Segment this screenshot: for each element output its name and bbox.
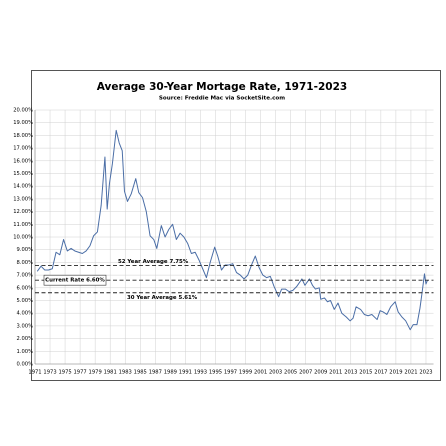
y-tick-label: 0.00%	[17, 362, 34, 368]
x-tick-label: 2005	[284, 370, 297, 376]
x-tick-label: 2001	[254, 370, 267, 376]
chart-title: Average 30-Year Mortage Rate, 1971-2023	[97, 81, 347, 93]
y-tick-label: 16.00%	[13, 158, 33, 164]
x-tick-label: 1971	[28, 370, 41, 376]
y-tick-label: 15.00%	[13, 171, 33, 177]
y-tick-label: 10.00%	[13, 235, 33, 241]
y-tick-label: 13.00%	[13, 196, 33, 202]
x-tick-label: 2013	[344, 370, 357, 376]
x-tick-label: 1991	[179, 370, 192, 376]
reference-label: Current Rate 6.60%	[45, 278, 105, 284]
x-tick-label: 1975	[58, 370, 71, 376]
x-tick-label: 1997	[224, 370, 237, 376]
x-tick-label: 2007	[299, 370, 312, 376]
x-tick-label: 1989	[164, 370, 177, 376]
y-tick-label: 3.00%	[17, 323, 34, 329]
x-tick-label: 1973	[43, 370, 56, 376]
x-tick-label: 1999	[239, 370, 252, 376]
y-tick-label: 8.00%	[17, 260, 34, 266]
x-tick-label: 1985	[134, 370, 147, 376]
y-tick-label: 1.00%	[17, 349, 34, 355]
x-tick-label: 1995	[209, 370, 222, 376]
x-tick-label: 1981	[104, 370, 117, 376]
x-tick-label: 1993	[194, 370, 207, 376]
y-tick-label: 17.00%	[13, 146, 33, 152]
x-tick-label: 1977	[74, 370, 87, 376]
x-tick-label: 1979	[89, 370, 102, 376]
y-tick-label: 2.00%	[17, 336, 34, 342]
y-tick-label: 20.00%	[13, 108, 33, 114]
x-tick-label: 1983	[119, 370, 132, 376]
x-tick-label: 1987	[149, 370, 162, 376]
x-tick-label: 2019	[389, 370, 402, 376]
x-tick-label: 2023	[419, 370, 432, 376]
y-tick-label: 11.00%	[13, 222, 33, 228]
y-tick-label: 5.00%	[17, 298, 34, 304]
frame	[31, 70, 441, 381]
x-tick-label: 2011	[329, 370, 342, 376]
y-tick-label: 18.00%	[13, 133, 33, 139]
reference-label-box	[43, 274, 107, 286]
x-tick-label: 2017	[374, 370, 387, 376]
y-tick-label: 7.00%	[17, 273, 34, 279]
x-tick-label: 2021	[404, 370, 417, 376]
reference-label: 52 Year Average 7.75%	[118, 259, 189, 265]
y-tick-label: 6.00%	[17, 285, 34, 291]
rate-line	[36, 129, 428, 331]
y-tick-label: 9.00%	[17, 247, 34, 253]
chart-subtitle: Source: Freddie Mac via SocketSite.com	[159, 96, 285, 102]
x-tick-label: 2003	[269, 370, 282, 376]
y-tick-label: 12.00%	[13, 209, 33, 215]
y-tick-label: 19.00%	[13, 120, 33, 126]
reference-label: 30 Year Average 5.61%	[127, 295, 198, 301]
x-tick-label: 2015	[359, 370, 372, 376]
x-tick-label: 2009	[314, 370, 327, 376]
y-tick-label: 14.00%	[13, 184, 33, 190]
y-tick-label: 4.00%	[17, 311, 34, 317]
